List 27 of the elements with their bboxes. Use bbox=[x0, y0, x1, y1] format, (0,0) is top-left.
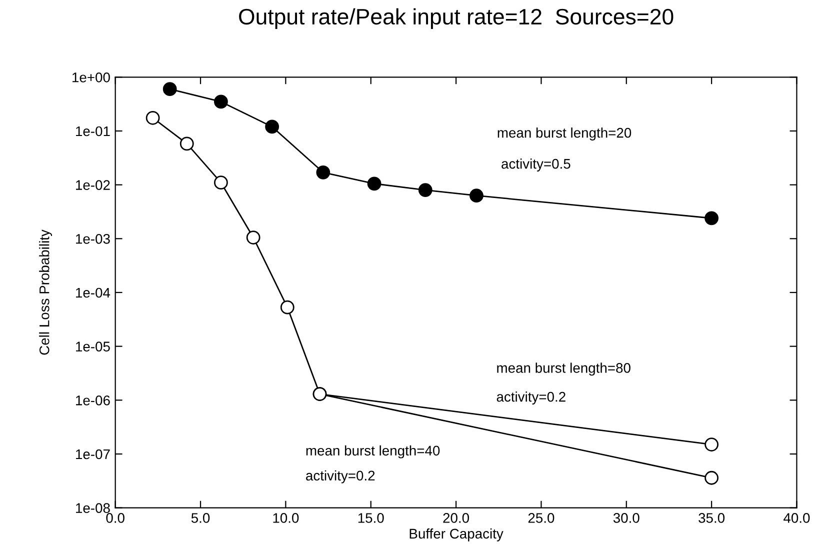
annotation: activity=0.5 bbox=[502, 158, 570, 172]
y-tick-label: 1e-04 bbox=[76, 288, 110, 298]
y-tick-label: 1e-06 bbox=[76, 395, 110, 406]
y-axis-title: Cell Loss Probability bbox=[39, 230, 52, 355]
x-tick-label: 25.0 bbox=[528, 513, 554, 523]
y-tick-label: 1e-03 bbox=[76, 234, 110, 244]
y-tick-label: 1e-05 bbox=[76, 342, 110, 352]
y-tick-label: 1e-01 bbox=[76, 126, 110, 136]
x-tick-label: 30.0 bbox=[613, 513, 640, 523]
chart-title: Output rate/Peak input rate=12 Sources=20 bbox=[239, 8, 674, 29]
y-tick-label: 1e-08 bbox=[76, 503, 110, 513]
y-tick-label: 1e-07 bbox=[76, 449, 110, 460]
x-tick-label: 10.0 bbox=[273, 513, 299, 523]
annotation: mean burst length=40 bbox=[306, 445, 440, 458]
annotation: mean burst length=20 bbox=[498, 128, 632, 140]
annotation: activity=0.2 bbox=[306, 470, 375, 484]
x-axis-title: Buffer Capacity bbox=[410, 528, 504, 542]
y-tick-label: 1e-02 bbox=[76, 180, 110, 190]
y-tick-label: 1e+00 bbox=[72, 72, 110, 82]
x-tick-label: 0.0 bbox=[106, 513, 124, 523]
annotation: mean burst length=80 bbox=[497, 362, 630, 376]
x-tick-label: 5.0 bbox=[191, 513, 210, 523]
x-tick-label: 40.0 bbox=[784, 513, 810, 523]
annotation: activity=0.2 bbox=[496, 392, 566, 404]
x-tick-label: 35.0 bbox=[698, 513, 725, 523]
x-tick-label: 20.0 bbox=[443, 513, 470, 523]
x-tick-label: 15.0 bbox=[358, 513, 384, 523]
